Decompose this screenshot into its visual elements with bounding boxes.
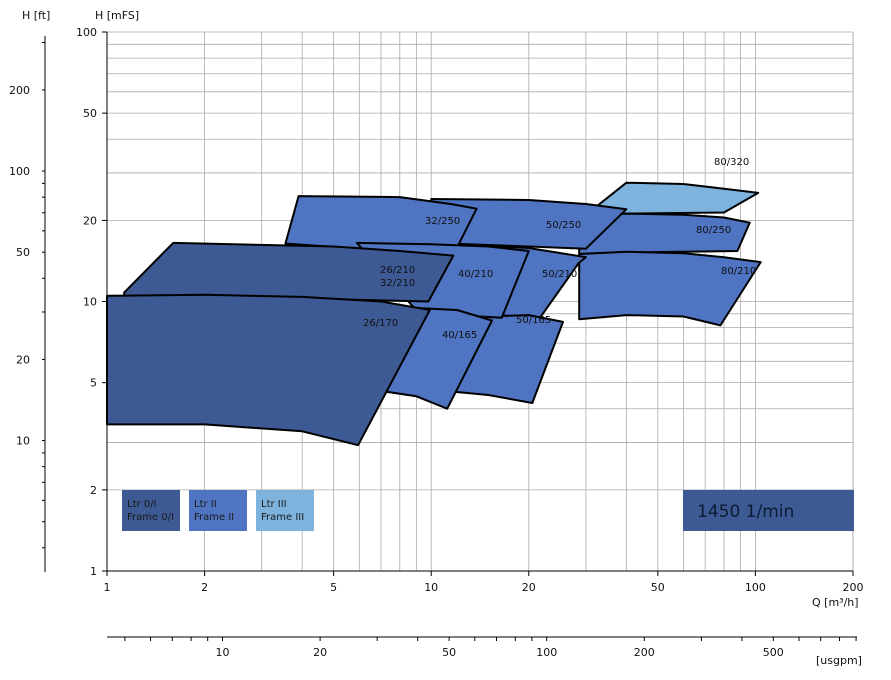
usgpm-tick-label: 20 [313, 646, 327, 659]
legend-label: Frame 0/I [127, 512, 174, 523]
x-tick-label: 20 [522, 581, 536, 594]
usgpm-tick-label: 200 [634, 646, 655, 659]
y-tick-label: 20 [83, 214, 97, 227]
legend-label: Ltr II [194, 499, 217, 510]
usgpm-tick-label: 50 [442, 646, 456, 659]
usgpm-tick-label: 10 [216, 646, 230, 659]
usgpm-axis-title: [usgpm] [816, 654, 862, 667]
x-tick-label: 1 [104, 581, 111, 594]
zone-80-210 [578, 250, 762, 327]
y-tick-label: 100 [76, 26, 97, 39]
usgpm-tick-label: 100 [536, 646, 557, 659]
legend-swatch [122, 490, 180, 531]
ft-tick-label: 50 [16, 246, 30, 259]
zone-label-50-165: 50/165 [516, 315, 551, 326]
ft-tick-label: 10 [16, 435, 30, 448]
zone-label-40-210: 40/210 [458, 269, 493, 280]
zone-label-80-320: 80/320 [714, 157, 749, 168]
legend-swatch [189, 490, 247, 531]
x-tick-label: 100 [745, 581, 766, 594]
usgpm-tick-label: 500 [763, 646, 784, 659]
x-tick-label: 10 [424, 581, 438, 594]
legend-item: Ltr 0/I Frame 0/I [122, 490, 180, 531]
y-tick-label: 1 [90, 565, 97, 578]
zone-label-80-250: 80/250 [696, 225, 731, 236]
legend: Ltr 0/I Frame 0/I Ltr II Frame II Ltr III Fra… [122, 490, 314, 531]
legend-label: Frame III [261, 512, 304, 523]
x-tick-label: 200 [843, 581, 864, 594]
ft-tick-label: 200 [9, 84, 30, 97]
legend-label: Frame II [194, 512, 234, 523]
y-axis-title: H [mFS] [95, 9, 139, 22]
axes: 1 2 5 10 20 50 100 H [mFS] 1 2 5 10 20 50 100 200 Q [m³/… [9, 9, 864, 667]
speed-label: 1450 1/min [697, 502, 794, 522]
speed-box: 1450 1/min [683, 490, 854, 531]
zone-26-170 [106, 293, 431, 447]
y-tick-label: 5 [90, 377, 97, 390]
x-tick-label: 2 [201, 581, 208, 594]
zone-label-50-250: 50/250 [546, 220, 581, 231]
y-tick-label: 50 [83, 107, 97, 120]
legend-swatch [256, 490, 314, 531]
y-tick-label: 2 [90, 484, 97, 497]
legend-item: Ltr II Frame II [189, 490, 247, 531]
zone-label-32-210: 32/210 [380, 278, 415, 289]
legend-item: Ltr III Frame III [256, 490, 314, 531]
ft-tick-label: 20 [16, 353, 30, 366]
x-tick-label: 5 [330, 581, 337, 594]
ft-tick-label: 100 [9, 165, 30, 178]
zone-label-32-250: 32/250 [425, 216, 460, 227]
zone-label-26-170: 26/170 [363, 318, 398, 329]
y-tick-label: 10 [83, 296, 97, 309]
zone-label-40-165: 40/165 [442, 330, 477, 341]
x-axis-title: Q [m³/h] [812, 596, 859, 609]
speed-box-bg [683, 490, 854, 531]
zone-label-80-210: 80/210 [721, 266, 756, 277]
pump-zones [106, 181, 762, 447]
ft-axis-title: H [ft] [22, 9, 50, 22]
zone-labels: 80/320 80/250 80/210 50/250 50/210 50/165 32/2… [363, 157, 756, 341]
x-tick-label: 50 [651, 581, 665, 594]
zone-label-26-210: 26/210 [380, 265, 415, 276]
zone-label-50-210: 50/210 [542, 269, 577, 280]
legend-label: Ltr 0/I [127, 499, 156, 510]
legend-label: Ltr III [261, 499, 287, 510]
zone-80-320 [585, 181, 760, 216]
